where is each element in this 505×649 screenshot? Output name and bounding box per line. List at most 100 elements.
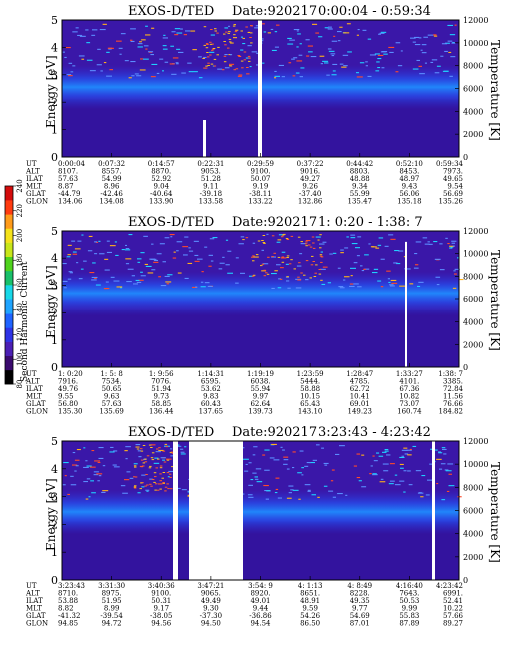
colorbar-tick-label: 220	[16, 204, 24, 217]
noise-speck	[235, 29, 239, 31]
noise-speck	[200, 281, 204, 283]
noise-speck	[253, 256, 259, 258]
ephemeris-cell: 55.83	[399, 612, 419, 620]
noise-speck	[361, 270, 365, 272]
ephemeris-cell: 1:23:59	[297, 370, 324, 378]
noise-speck	[420, 496, 424, 498]
ephemeris-cell: 1:14:31	[197, 370, 224, 378]
noise-speck	[446, 490, 450, 492]
y-tick-label: 2	[51, 307, 58, 320]
noise-speck	[213, 58, 217, 60]
noise-speck	[271, 256, 274, 258]
noise-speck	[166, 483, 169, 485]
noise-speck	[217, 68, 223, 70]
noise-speck	[244, 470, 249, 472]
noise-speck	[347, 51, 352, 53]
noise-speck	[91, 450, 95, 452]
noise-speck	[243, 51, 247, 53]
y-tick-label: 3	[51, 69, 58, 82]
noise-speck	[434, 449, 438, 451]
noise-speck	[94, 241, 98, 243]
noise-speck	[401, 449, 408, 451]
noise-speck	[421, 52, 427, 54]
ephemeris-cell: 1: 9:56	[149, 370, 174, 378]
noise-speck	[245, 463, 248, 465]
noise-speck	[320, 251, 323, 253]
noise-speck	[319, 247, 322, 249]
noise-speck	[403, 470, 407, 472]
noise-speck	[169, 63, 175, 65]
ephemeris-row-label: GLON	[26, 198, 48, 206]
noise-speck	[429, 463, 435, 465]
y2-tick-label: 2000	[463, 340, 483, 349]
noise-speck	[140, 450, 144, 452]
colorbar-cell	[5, 242, 13, 258]
noise-speck	[248, 60, 251, 62]
noise-speck	[218, 268, 223, 270]
noise-speck	[414, 253, 418, 255]
noise-speck	[203, 67, 206, 69]
noise-speck	[327, 282, 331, 284]
noise-speck	[271, 443, 277, 445]
noise-speck	[428, 243, 433, 245]
noise-speck	[138, 456, 142, 458]
ephemeris-cell: 56.69	[443, 190, 463, 198]
noise-speck	[209, 43, 213, 45]
noise-speck	[309, 246, 313, 248]
noise-speck	[332, 496, 336, 498]
ephemeris-cell: 9.63	[104, 393, 120, 401]
noise-speck	[205, 43, 209, 45]
data-gap	[173, 441, 178, 580]
noise-speck	[457, 257, 460, 259]
noise-speck	[410, 37, 416, 39]
noise-speck	[388, 46, 395, 48]
noise-speck	[137, 492, 141, 494]
noise-speck	[235, 68, 239, 70]
ephemeris-cell: 9065.	[201, 590, 221, 598]
noise-speck	[212, 48, 215, 50]
noise-speck	[90, 466, 96, 468]
noise-speck	[170, 236, 173, 238]
noise-speck	[263, 242, 266, 244]
noise-speck	[240, 272, 245, 274]
panel-1-time-range: 0:00:04 - 0:59:34	[318, 4, 431, 19]
noise-speck	[248, 57, 251, 59]
ephemeris-cell: 49.49	[201, 597, 221, 605]
noise-speck	[346, 23, 351, 25]
noise-speck	[124, 479, 130, 481]
noise-speck	[162, 472, 166, 473]
noise-speck	[81, 58, 85, 60]
y2-tick-label: 0	[463, 363, 468, 372]
noise-speck	[378, 455, 384, 457]
noise-speck	[386, 454, 391, 456]
ephemeris-cell: 4:23:42	[436, 582, 463, 590]
noise-speck	[311, 494, 316, 496]
noise-speck	[233, 34, 236, 36]
y2-tick-label: 4000	[463, 530, 483, 539]
noise-speck	[400, 50, 403, 52]
noise-speck	[147, 272, 154, 274]
noise-speck	[261, 270, 267, 272]
noise-speck	[154, 457, 159, 459]
noise-speck	[427, 241, 430, 243]
ephemeris-cell: 135.30	[58, 408, 83, 416]
noise-speck	[408, 484, 413, 486]
noise-speck	[165, 446, 169, 448]
noise-speck	[395, 42, 401, 44]
noise-speck	[143, 235, 148, 237]
noise-speck	[356, 34, 359, 36]
noise-speck	[425, 494, 430, 496]
noise-speck	[357, 236, 362, 238]
noise-speck	[278, 278, 281, 280]
noise-speck	[204, 246, 208, 248]
energy-band	[62, 271, 459, 316]
noise-speck	[438, 451, 441, 453]
noise-speck	[393, 262, 398, 264]
noise-speck	[164, 486, 168, 488]
noise-speck	[264, 449, 270, 451]
noise-speck	[229, 41, 232, 43]
noise-speck	[417, 285, 421, 287]
ephemeris-cell: 7973.	[443, 168, 463, 176]
noise-speck	[134, 466, 137, 468]
noise-speck	[295, 72, 300, 74]
